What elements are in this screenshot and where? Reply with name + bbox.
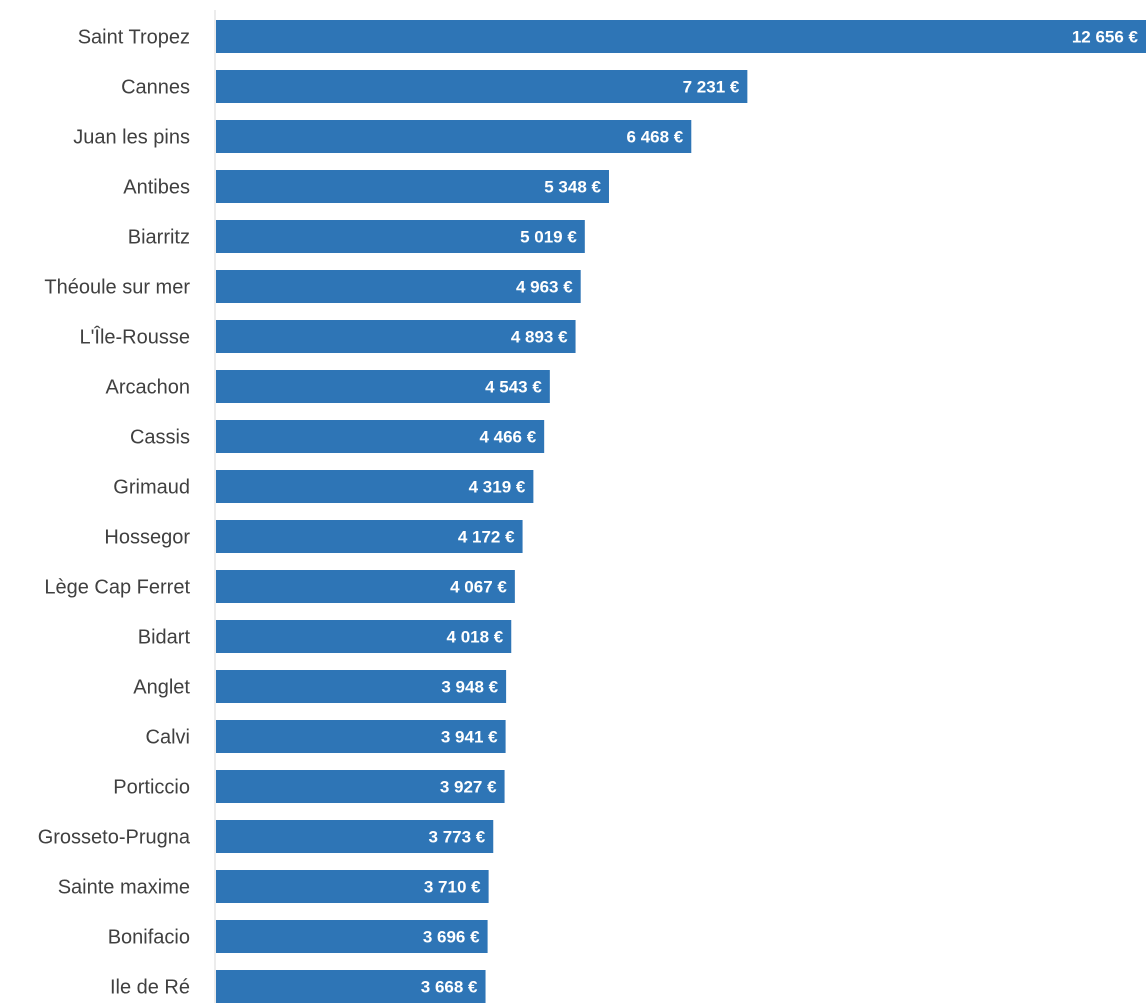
bar-17	[216, 820, 494, 853]
category-label-7: L'Île-Rousse	[79, 326, 190, 349]
category-label-3: Juan les pins	[73, 127, 190, 149]
bar-20	[216, 970, 486, 1003]
category-label-4: Antibes	[123, 177, 190, 199]
category-label-6: Théoule sur mer	[44, 277, 190, 299]
bar-8	[216, 370, 550, 403]
bar-19	[216, 920, 488, 953]
bar-4	[216, 170, 609, 203]
value-label-3: 6 468 €	[627, 128, 684, 147]
bar-15	[216, 720, 506, 753]
bar-3	[216, 120, 692, 153]
category-label-18: Sainte maxime	[58, 877, 190, 899]
category-label-12: Lège Cap Ferret	[44, 577, 190, 599]
category-label-16: Porticcio	[113, 777, 190, 799]
bar-9	[216, 420, 545, 453]
category-label-14: Anglet	[133, 677, 190, 699]
category-label-11: Hossegor	[104, 527, 190, 549]
bar-5	[216, 220, 585, 253]
value-label-15: 3 941 €	[441, 728, 498, 747]
category-label-20: Ile de Ré	[110, 977, 190, 999]
value-label-18: 3 710 €	[424, 878, 481, 897]
bar-1	[216, 20, 1146, 53]
value-label-4: 5 348 €	[544, 178, 601, 197]
value-label-2: 7 231 €	[683, 78, 740, 97]
value-label-1: 12 656 €	[1072, 28, 1139, 47]
value-label-7: 4 893 €	[511, 328, 568, 347]
category-label-2: Cannes	[121, 77, 190, 99]
bar-10	[216, 470, 534, 503]
value-label-6: 4 963 €	[516, 278, 573, 297]
value-label-14: 3 948 €	[441, 678, 498, 697]
bar-7	[216, 320, 576, 353]
category-label-10: Grimaud	[113, 477, 190, 499]
value-label-9: 4 466 €	[479, 428, 536, 447]
category-label-13: Bidart	[138, 627, 191, 649]
bar-18	[216, 870, 489, 903]
value-label-10: 4 319 €	[469, 478, 526, 497]
value-label-20: 3 668 €	[421, 978, 478, 997]
category-label-19: Bonifacio	[108, 927, 190, 949]
value-label-5: 5 019 €	[520, 228, 577, 247]
bars-group	[216, 20, 1146, 1003]
bar-16	[216, 770, 505, 803]
value-label-13: 4 018 €	[447, 628, 504, 647]
bar-6	[216, 270, 581, 303]
value-label-12: 4 067 €	[450, 578, 507, 597]
bar-11	[216, 520, 523, 553]
labels-group: 12 656 € Saint Tropez 7 231 € Cannes 6 468 €…	[38, 27, 1139, 999]
bar-12	[216, 570, 515, 603]
value-label-11: 4 172 €	[458, 528, 515, 547]
value-label-8: 4 543 €	[485, 378, 542, 397]
category-label-15: Calvi	[146, 727, 190, 749]
category-label-1: Saint Tropez	[78, 27, 190, 49]
category-label-5: Biarritz	[128, 227, 190, 249]
category-label-8: Arcachon	[106, 377, 191, 399]
bar-2	[216, 70, 748, 103]
value-label-19: 3 696 €	[423, 928, 480, 947]
category-label-17: Grosseto-Prugna	[38, 827, 191, 849]
category-label-9: Cassis	[130, 427, 190, 449]
value-label-17: 3 773 €	[429, 828, 486, 847]
value-label-16: 3 927 €	[440, 778, 497, 797]
bar-14	[216, 670, 507, 703]
bar-13	[216, 620, 512, 653]
